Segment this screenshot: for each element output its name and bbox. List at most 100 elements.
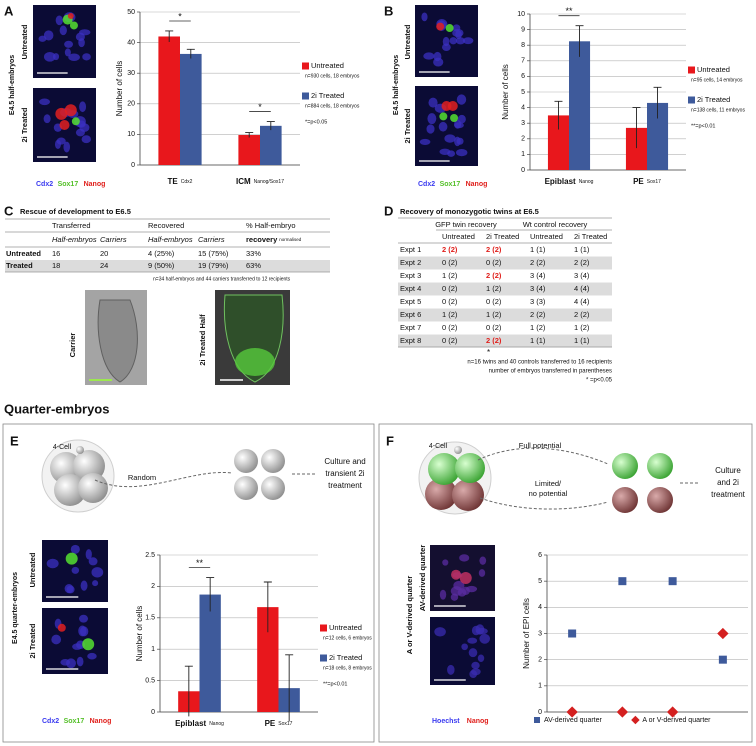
table-cell: 4 (4)	[574, 297, 590, 306]
nucleus	[461, 643, 468, 651]
nucleus	[55, 15, 63, 26]
stained-cell	[82, 638, 95, 651]
significance-marker: *	[258, 102, 262, 112]
table-cell: 18	[52, 261, 60, 270]
nucleus	[457, 114, 466, 124]
nucleus	[56, 137, 66, 145]
table-cell: 0 (2)	[486, 297, 502, 306]
nucleus	[434, 627, 446, 637]
x-tick-label: TE Cdx2	[168, 177, 193, 186]
category-name: Epiblast	[175, 719, 206, 728]
bar	[180, 53, 202, 166]
nucleus	[71, 566, 80, 574]
y-tick-label: 6	[521, 73, 525, 80]
y-tick-label: 0	[538, 709, 542, 716]
row-shade	[398, 282, 612, 296]
image-label: AV-derived quarter	[418, 545, 427, 612]
table-cell: Expt 7	[400, 323, 421, 332]
square-marker	[618, 577, 627, 586]
category-name: Epiblast	[545, 177, 576, 186]
table-cell: Expt 8	[400, 336, 421, 345]
square-marker	[668, 577, 677, 586]
nucleus	[455, 37, 466, 45]
nucleus	[427, 113, 437, 125]
table-header: Carriers	[198, 235, 225, 244]
bar	[257, 607, 279, 712]
nucleus	[439, 589, 447, 600]
y-tick-label: 10	[127, 131, 135, 138]
table-cell: Expt 6	[400, 310, 421, 319]
row-shade	[398, 334, 612, 348]
table-group-header: GFP twin recovery	[435, 220, 497, 229]
nucleus	[450, 586, 463, 596]
nucleus	[452, 24, 461, 32]
y-tick-label: 50	[127, 9, 135, 16]
nucleus	[469, 670, 478, 678]
table-cell: 0 (2)	[442, 284, 458, 293]
table-note: n=16 twins and 40 controls transferred t…	[467, 360, 612, 366]
nucleus	[79, 101, 87, 113]
diamond-marker	[666, 706, 679, 718]
y-tick-label: 2	[521, 136, 525, 143]
nucleus	[459, 554, 470, 562]
stained-cell	[69, 21, 78, 30]
diagram-label: 4-Cell	[429, 443, 448, 450]
category-marker: Sox17	[647, 179, 661, 185]
legend-swatch	[688, 66, 695, 74]
table-cell: 2 (2)	[574, 310, 590, 319]
quarter-embryo	[234, 449, 258, 473]
x-tick-label: PE Sox17	[633, 177, 661, 186]
y-tick-label: 1	[151, 646, 155, 653]
table-cell: 1 (2)	[442, 271, 458, 280]
legend-note: n=95 cells, 14 embryos	[691, 77, 743, 83]
table-cell: Treated	[6, 261, 33, 270]
stain-label: Sox17	[64, 718, 85, 725]
stained-cell	[71, 117, 80, 126]
quarter-embryo	[647, 487, 673, 513]
nucleus	[449, 37, 458, 45]
x-tick-label: ICM Nanog/Sox17	[236, 177, 284, 186]
table-header: Carriers	[100, 235, 127, 244]
embryo-outline	[97, 299, 138, 383]
polar-body	[454, 446, 462, 454]
panel-label: C	[4, 203, 14, 218]
table-cell: 0 (2)	[442, 323, 458, 332]
nucleus	[79, 626, 89, 637]
legend-label: AV-derived quarter	[544, 717, 603, 724]
error-bar	[554, 100, 563, 130]
table-cell: 4 (25%)	[148, 249, 175, 258]
nucleus	[92, 580, 99, 587]
error-bar	[266, 121, 275, 131]
table-header: recovery normalised	[246, 235, 302, 244]
nucleus	[479, 556, 487, 565]
table-cell: Untreated	[6, 249, 41, 258]
table-header: Half-embryos	[148, 235, 193, 244]
panel-label: D	[384, 203, 393, 218]
y-tick-label: 4	[538, 604, 542, 611]
table-cell: 1 (1)	[530, 336, 546, 345]
blastomere	[54, 474, 86, 506]
table-group-header: Transferred	[52, 221, 91, 230]
image-label: 2i Treated Half	[198, 314, 207, 366]
nucleus	[433, 57, 444, 67]
bar	[158, 36, 180, 166]
y-tick-label: 9	[521, 26, 525, 33]
y-tick-label: 6	[538, 552, 542, 559]
nucleus	[478, 569, 486, 577]
stain-label: Cdx2	[418, 181, 435, 188]
stained-cell	[451, 569, 461, 580]
category-name: PE	[265, 719, 276, 728]
nucleus	[442, 36, 450, 47]
bar	[625, 127, 647, 170]
stain-label: Hoechst	[432, 718, 460, 725]
nucleus	[428, 97, 438, 108]
side-label: E4.5 half-embryos	[9, 55, 16, 115]
y-tick-label: 2.5	[145, 552, 155, 559]
category-marker: Nanog/Sox17	[254, 179, 285, 185]
y-tick-label: 1	[521, 151, 525, 158]
stained-cell	[67, 12, 74, 19]
legend-swatch	[302, 92, 309, 100]
table-cell: 16	[52, 249, 60, 258]
nucleus	[46, 558, 59, 569]
